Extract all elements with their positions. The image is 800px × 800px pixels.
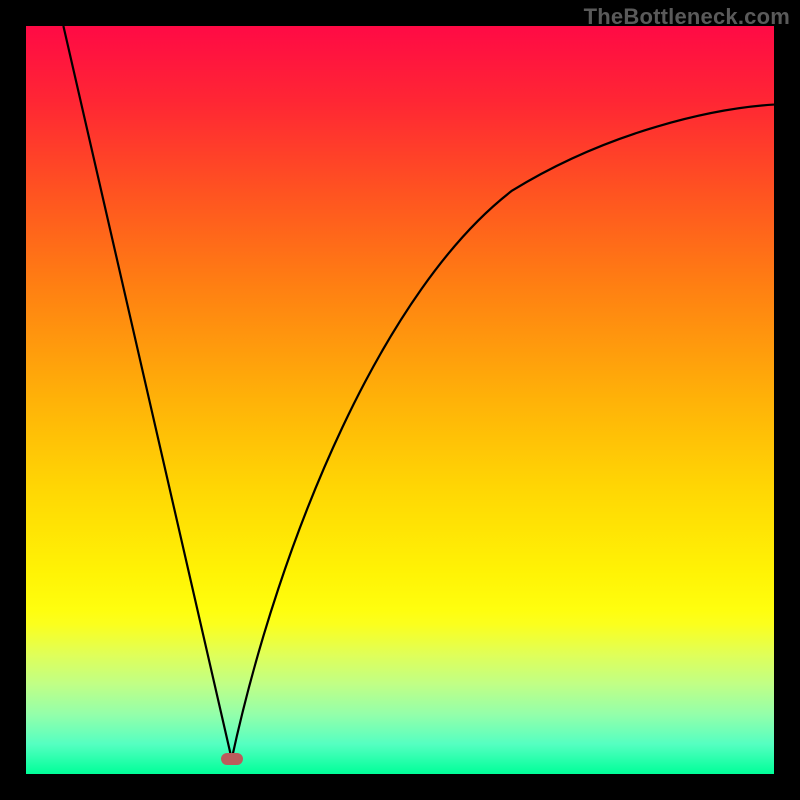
figure-container: TheBottleneck.com xyxy=(0,0,800,800)
marker-shape xyxy=(221,753,243,765)
gradient-background xyxy=(26,26,774,774)
watermark-text: TheBottleneck.com xyxy=(584,4,790,30)
plot-area xyxy=(26,26,774,774)
plot-svg xyxy=(26,26,774,774)
optimum-marker xyxy=(221,753,243,765)
